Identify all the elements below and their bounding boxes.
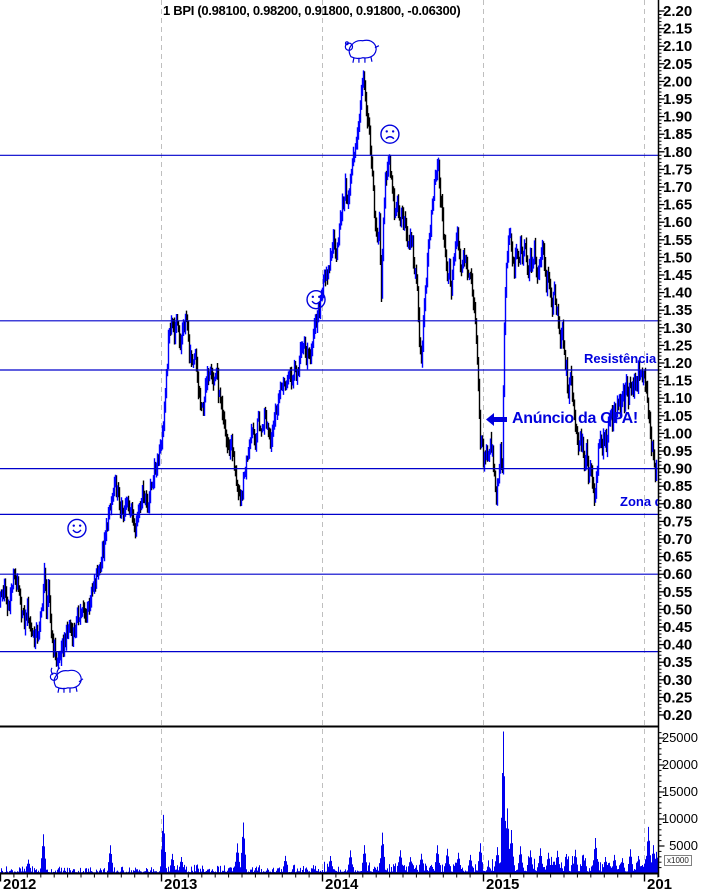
time-axis: 2012 2013 2014 2015 201	[0, 873, 672, 891]
svg-text:0.30: 0.30	[663, 672, 692, 689]
svg-text:1.65: 1.65	[663, 197, 692, 214]
svg-text:1.35: 1.35	[663, 302, 692, 319]
svg-text:1.75: 1.75	[663, 161, 692, 178]
svg-text:2013: 2013	[164, 876, 197, 891]
bear-icon[interactable]	[344, 39, 380, 63]
svg-text:10000: 10000	[662, 811, 698, 826]
svg-text:0.85: 0.85	[663, 478, 692, 495]
happy-face-icon[interactable]	[67, 518, 87, 539]
svg-text:1.25: 1.25	[663, 337, 692, 354]
svg-text:2012: 2012	[3, 876, 36, 891]
page-title: 1 BPI (0.98100, 0.98200, 0.91800, 0.9180…	[163, 3, 461, 18]
svg-text:2.15: 2.15	[663, 21, 692, 38]
svg-text:0.65: 0.65	[663, 549, 692, 566]
svg-text:1.55: 1.55	[663, 232, 692, 249]
svg-text:1.70: 1.70	[663, 179, 692, 196]
svg-text:1.60: 1.60	[663, 214, 692, 231]
svg-text:0.50: 0.50	[663, 601, 692, 618]
svg-text:2015: 2015	[486, 876, 519, 891]
svg-text:1.90: 1.90	[663, 109, 692, 126]
left-arrow-icon	[486, 412, 507, 426]
volume-bars	[0, 731, 658, 873]
svg-text:20000: 20000	[662, 757, 698, 772]
svg-text:2014: 2014	[325, 876, 359, 891]
svg-text:0.70: 0.70	[663, 531, 692, 548]
svg-text:1.40: 1.40	[663, 285, 692, 302]
support-resistance-lines[interactable]	[0, 154, 658, 653]
svg-text:0.95: 0.95	[663, 443, 692, 460]
resistance-annotation-label[interactable]: Resistência	[584, 351, 657, 366]
year-gridlines	[161, 0, 645, 873]
svg-text:1.20: 1.20	[663, 355, 692, 372]
svg-text:0.90: 0.90	[663, 461, 692, 478]
zona-annotation-label[interactable]: Zona d	[620, 494, 658, 509]
svg-text:2.05: 2.05	[663, 56, 692, 73]
svg-text:2.20: 2.20	[663, 3, 692, 20]
svg-text:0.60: 0.60	[663, 566, 692, 583]
svg-text:0.45: 0.45	[663, 619, 692, 636]
svg-text:1.10: 1.10	[663, 390, 692, 407]
svg-text:201: 201	[647, 876, 672, 891]
sad-face-icon[interactable]	[380, 124, 400, 144]
svg-text:1.50: 1.50	[663, 249, 692, 266]
bull-icon[interactable]	[49, 667, 84, 693]
svg-text:1.05: 1.05	[663, 408, 692, 425]
svg-text:15000: 15000	[662, 784, 698, 799]
price-axis: 0.200.250.300.350.400.450.500.550.600.65…	[658, 3, 692, 724]
svg-text:0.20: 0.20	[663, 707, 692, 724]
svg-text:1.15: 1.15	[663, 373, 692, 390]
svg-text:2.00: 2.00	[663, 73, 692, 90]
axes	[0, 0, 660, 877]
svg-text:0.35: 0.35	[663, 654, 692, 671]
happy-face-icon[interactable]	[306, 289, 326, 310]
svg-text:0.55: 0.55	[663, 584, 692, 601]
svg-text:1.95: 1.95	[663, 91, 692, 108]
svg-text:1.30: 1.30	[663, 320, 692, 337]
svg-text:1.45: 1.45	[663, 267, 692, 284]
volume-axis: 5000 10000 15000 20000 25000	[658, 730, 698, 869]
svg-text:5000: 5000	[669, 838, 698, 853]
opa-annotation-label: Anúncio da OPA!	[512, 410, 638, 427]
svg-text:2.10: 2.10	[663, 38, 692, 55]
svg-text:1.80: 1.80	[663, 144, 692, 161]
svg-text:0.25: 0.25	[663, 689, 692, 706]
svg-text:0.40: 0.40	[663, 637, 692, 654]
opa-annotation[interactable]: Anúncio da OPA!	[486, 410, 638, 428]
volume-unit-badge: x1000	[664, 855, 692, 866]
svg-text:0.80: 0.80	[663, 496, 692, 513]
svg-text:25000: 25000	[662, 730, 698, 745]
svg-text:1.00: 1.00	[663, 425, 692, 442]
svg-text:0.75: 0.75	[663, 513, 692, 530]
svg-text:1.85: 1.85	[663, 126, 692, 143]
price-series	[0, 70, 658, 669]
